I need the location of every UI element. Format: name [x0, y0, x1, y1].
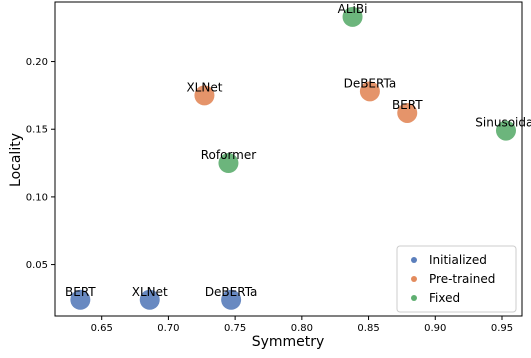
data-point: [359, 81, 380, 102]
data-point: [194, 85, 215, 106]
data-point-label: XLNet: [132, 285, 168, 299]
data-point-labels: BERT XLNet DeBERTa XLNet DeBERTa BERT ALiBi Rof…: [65, 2, 531, 299]
legend-marker: [411, 257, 417, 263]
legend-entry-label: Initialized: [429, 253, 487, 267]
y-tick-label: 0.20: [26, 57, 48, 68]
data-point-label: DeBERTa: [205, 285, 258, 299]
data-point: [397, 102, 418, 123]
x-tick-label: 0.95: [491, 323, 513, 334]
x-tick-label: 0.70: [157, 323, 179, 334]
x-tick-label: 0.90: [424, 323, 446, 334]
data-point: [218, 153, 239, 174]
data-point-label: Sinusoidal: [475, 116, 531, 130]
data-point: [342, 6, 363, 27]
data-point-label: ALiBi: [338, 2, 368, 16]
x-axis-ticks: 0.65 0.70 0.75 0.80 0.85 0.90 0.95: [91, 316, 513, 334]
x-axis-label: Symmetry: [252, 334, 325, 350]
legend: Initialized Pre-trained Fixed: [396, 245, 517, 313]
data-point-label: BERT: [65, 285, 96, 299]
y-tick-label: 0.05: [26, 260, 48, 271]
legend-box: [396, 245, 517, 313]
data-points: [70, 6, 516, 310]
data-point-label: BERT: [392, 98, 423, 112]
y-axis-ticks: 0.05 0.10 0.15 0.20: [26, 57, 55, 271]
data-point: [221, 289, 242, 310]
x-tick-label: 0.65: [91, 323, 113, 334]
data-point: [495, 120, 516, 141]
data-point: [139, 289, 160, 310]
data-point-label: DeBERTa: [344, 76, 397, 90]
y-axis-label: Locality: [8, 133, 24, 187]
legend-entry-label: Pre-trained: [429, 272, 495, 286]
x-tick-label: 0.85: [357, 323, 379, 334]
y-tick-label: 0.15: [26, 125, 48, 136]
data-point: [70, 289, 91, 310]
data-point-label: Roformer: [201, 148, 257, 162]
legend-entry-label: Fixed: [429, 291, 460, 305]
data-point-label: XLNet: [186, 80, 222, 94]
legend-marker: [411, 276, 417, 282]
legend-marker: [411, 295, 417, 301]
x-tick-label: 0.75: [224, 323, 246, 334]
plot-area: [54, 1, 523, 317]
y-tick-label: 0.10: [26, 192, 48, 203]
x-tick-label: 0.80: [291, 323, 313, 334]
